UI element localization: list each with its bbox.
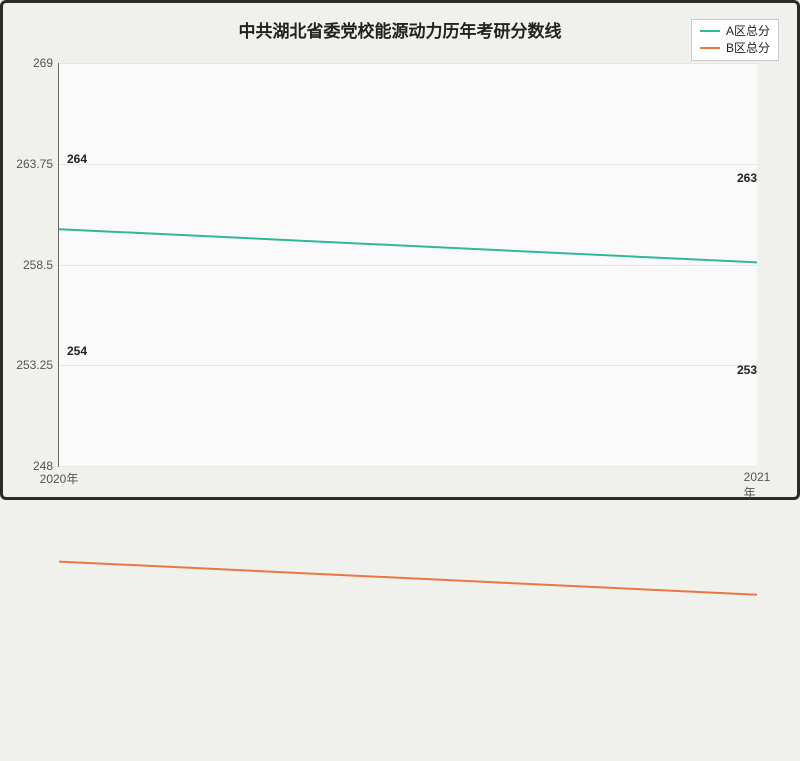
chart-title: 中共湖北省委党校能源动力历年考研分数线 [3, 17, 797, 42]
point-label: 263 [737, 171, 757, 185]
legend-swatch [700, 30, 720, 32]
chart-container: 中共湖北省委党校能源动力历年考研分数线 A区总分 B区总分 248 253.25… [3, 3, 797, 497]
plot-area: 248 253.25 258.5 263.75 269 2020年 2021年 … [58, 63, 757, 467]
series-line-a [59, 229, 757, 262]
legend-item: B区总分 [700, 40, 770, 57]
y-tick-label: 258.5 [23, 258, 53, 272]
legend: A区总分 B区总分 [691, 19, 779, 61]
legend-swatch [700, 47, 720, 49]
y-tick-label: 263.75 [16, 157, 53, 171]
y-tick-label: 269 [33, 56, 53, 70]
series-line-b [59, 562, 757, 595]
legend-item: A区总分 [700, 23, 770, 40]
y-tick-label: 253.25 [16, 358, 53, 372]
point-label: 254 [67, 344, 87, 358]
point-label: 253 [737, 363, 757, 377]
point-label: 264 [67, 152, 87, 166]
legend-label: A区总分 [726, 23, 770, 40]
legend-label: B区总分 [726, 40, 770, 57]
series-lines [59, 63, 757, 761]
